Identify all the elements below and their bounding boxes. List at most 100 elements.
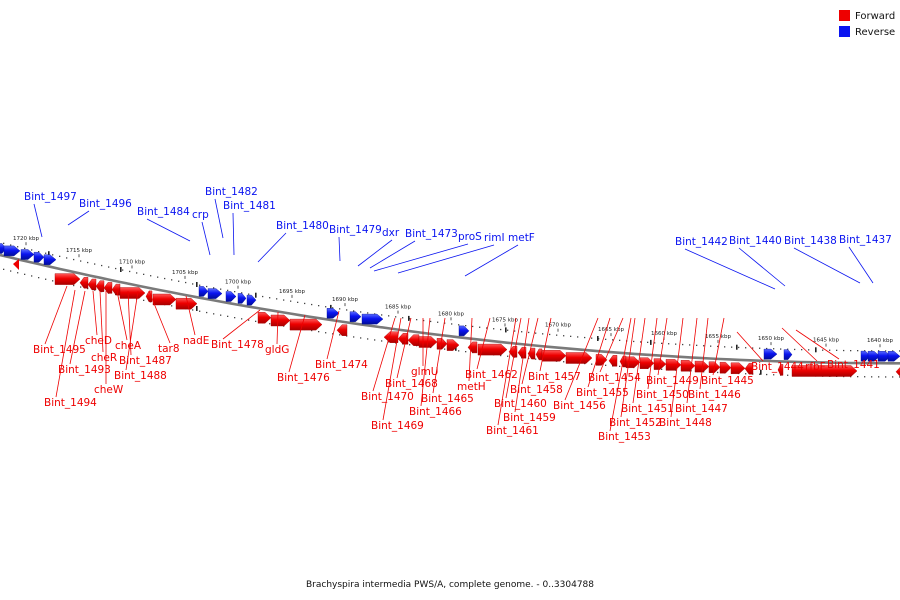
- reverse-gene-arrow[interactable]: [867, 351, 881, 362]
- reverse-gene-arrow[interactable]: [237, 293, 247, 304]
- gene-label-pros[interactable]: proS: [458, 231, 482, 243]
- gene-label-bint-1451[interactable]: Bint_1451: [621, 403, 674, 415]
- forward-gene-arrow[interactable]: [535, 348, 543, 361]
- gene-label-rimi[interactable]: rimI: [484, 232, 505, 244]
- legend-item-reverse[interactable]: Reverse: [839, 26, 895, 38]
- forward-gene-arrow[interactable]: [665, 359, 682, 371]
- forward-gene-arrow[interactable]: [467, 341, 478, 354]
- forward-gene-arrow[interactable]: [719, 362, 732, 374]
- forward-gene-arrow[interactable]: [54, 273, 81, 285]
- forward-gene-arrow[interactable]: [541, 350, 567, 362]
- reverse-gene-arrow[interactable]: [225, 291, 237, 302]
- forward-gene-arrow[interactable]: [680, 360, 696, 372]
- gene-label-bint-1444[interactable]: Bint_1444: [751, 361, 804, 373]
- forward-gene-arrow[interactable]: [565, 352, 593, 364]
- gene-label-bint-1469[interactable]: Bint_1469: [371, 420, 424, 432]
- forward-gene-arrow[interactable]: [79, 277, 89, 289]
- reverse-gene-arrow[interactable]: [349, 311, 362, 322]
- reverse-gene-arrow[interactable]: [783, 349, 793, 360]
- gene-label-meth[interactable]: metH: [457, 381, 486, 393]
- gene-label-bint-1478[interactable]: Bint_1478: [211, 339, 264, 351]
- gene-label-bint-1479[interactable]: Bint_1479: [329, 224, 382, 236]
- gene-label-bint-1438[interactable]: Bint_1438: [784, 235, 837, 247]
- reverse-gene-arrow[interactable]: [43, 254, 57, 265]
- reverse-gene-arrow[interactable]: [361, 313, 384, 325]
- forward-gene-arrow[interactable]: [270, 314, 291, 327]
- gene-label-bint-1455[interactable]: Bint_1455: [576, 387, 629, 399]
- gene-label-bint-1457[interactable]: Bint_1457: [528, 371, 581, 383]
- gene-label-chew[interactable]: cheW: [94, 384, 124, 396]
- gene-label-chea[interactable]: cheA: [115, 340, 142, 352]
- gene-label-bint-1482[interactable]: Bint_1482: [205, 186, 258, 198]
- gene-label-bint-1448[interactable]: Bint_1448: [659, 417, 712, 429]
- gene-label-bint-1493[interactable]: Bint_1493: [58, 364, 111, 376]
- forward-gene-arrow[interactable]: [744, 363, 754, 375]
- forward-gene-arrow[interactable]: [791, 365, 858, 377]
- forward-gene-arrow[interactable]: [383, 331, 399, 343]
- gene-label-bint-1437[interactable]: Bint_1437: [839, 234, 892, 246]
- gene-label-gldg[interactable]: gldG: [265, 344, 289, 356]
- forward-gene-arrow[interactable]: [446, 339, 460, 351]
- reverse-gene-arrow[interactable]: [20, 249, 35, 260]
- forward-gene-arrow[interactable]: [87, 278, 97, 291]
- forward-gene-arrow[interactable]: [13, 259, 19, 270]
- gene-label-bint-1440[interactable]: Bint_1440: [729, 235, 782, 247]
- gene-label-bint-1458[interactable]: Bint_1458: [510, 384, 563, 396]
- forward-gene-arrow[interactable]: [777, 364, 784, 376]
- reverse-gene-arrow[interactable]: [887, 351, 900, 362]
- gene-label-nade[interactable]: nadE: [183, 335, 209, 347]
- gene-label-bint-1487[interactable]: Bint_1487: [119, 355, 172, 367]
- gene-label-crp[interactable]: crp: [192, 209, 209, 221]
- forward-gene-arrow[interactable]: [152, 293, 177, 306]
- reverse-gene-arrow[interactable]: [763, 348, 778, 360]
- forward-gene-arrow[interactable]: [694, 360, 710, 373]
- forward-gene-arrow[interactable]: [436, 338, 448, 350]
- gene-label-bint-1452[interactable]: Bint_1452: [609, 417, 662, 429]
- gene-label-bint-1480[interactable]: Bint_1480: [276, 220, 329, 232]
- gene-label-bint-1476[interactable]: Bint_1476: [277, 372, 330, 384]
- forward-gene-arrow[interactable]: [407, 334, 420, 346]
- gene-label-bint-1460[interactable]: Bint_1460: [494, 398, 547, 410]
- forward-gene-arrow[interactable]: [730, 362, 746, 374]
- gene-label-bint-1470[interactable]: Bint_1470: [361, 391, 414, 403]
- reverse-gene-arrow[interactable]: [246, 294, 257, 306]
- gene-label-bint-1468[interactable]: Bint_1468: [385, 378, 438, 390]
- gene-label-bint-1459[interactable]: Bint_1459: [503, 412, 556, 424]
- gene-label-bint-1441[interactable]: Bint_1441: [827, 359, 880, 371]
- gene-label-bint-1442[interactable]: Bint_1442: [675, 236, 728, 248]
- gene-label-bint-1497[interactable]: Bint_1497: [24, 191, 77, 203]
- gene-label-bint-1461[interactable]: Bint_1461: [486, 425, 539, 437]
- gene-label-bint-1449[interactable]: Bint_1449: [646, 375, 699, 387]
- gene-label-bint-1450[interactable]: Bint_1450: [636, 389, 689, 401]
- forward-gene-arrow[interactable]: [477, 343, 508, 356]
- gene-label-bint-1465[interactable]: Bint_1465: [421, 393, 474, 405]
- forward-gene-arrow[interactable]: [257, 312, 272, 324]
- forward-gene-arrow[interactable]: [119, 287, 146, 299]
- gene-label-bint-1496[interactable]: Bint_1496: [79, 198, 132, 210]
- forward-gene-arrow[interactable]: [895, 366, 900, 377]
- gene-label-bint-1446[interactable]: Bint_1446: [688, 389, 741, 401]
- gene-label-bint-1473[interactable]: Bint_1473: [405, 228, 458, 240]
- gene-label-bint-1462[interactable]: Bint_1462: [465, 369, 518, 381]
- reverse-gene-arrow[interactable]: [207, 288, 223, 299]
- gene-label-bint-1481[interactable]: Bint_1481: [223, 200, 276, 212]
- gene-label-bint-1453[interactable]: Bint_1453: [598, 431, 651, 443]
- reverse-gene-arrow[interactable]: [33, 251, 45, 263]
- legend-item-forward[interactable]: Forward: [839, 10, 895, 22]
- forward-gene-arrow[interactable]: [175, 298, 198, 310]
- gene-label-bint-1456[interactable]: Bint_1456: [553, 400, 606, 412]
- reverse-gene-arrow[interactable]: [458, 325, 470, 337]
- forward-gene-arrow[interactable]: [418, 336, 438, 348]
- gene-label-rfbf[interactable]: rfbF: [805, 361, 826, 373]
- gene-label-bint-1447[interactable]: Bint_1447: [675, 403, 728, 415]
- gene-label-cher[interactable]: cheR: [91, 352, 117, 364]
- forward-gene-arrow[interactable]: [103, 282, 113, 294]
- forward-gene-arrow[interactable]: [608, 355, 618, 367]
- reverse-gene-arrow[interactable]: [860, 350, 871, 362]
- forward-gene-arrow[interactable]: [95, 280, 105, 292]
- gene-label-bint-1484[interactable]: Bint_1484: [137, 206, 190, 218]
- gene-label-bint-1445[interactable]: Bint_1445: [701, 375, 754, 387]
- forward-gene-arrow[interactable]: [111, 283, 121, 296]
- gene-label-bint-1474[interactable]: Bint_1474: [315, 359, 368, 371]
- gene-label-glmu[interactable]: glmU: [411, 366, 439, 378]
